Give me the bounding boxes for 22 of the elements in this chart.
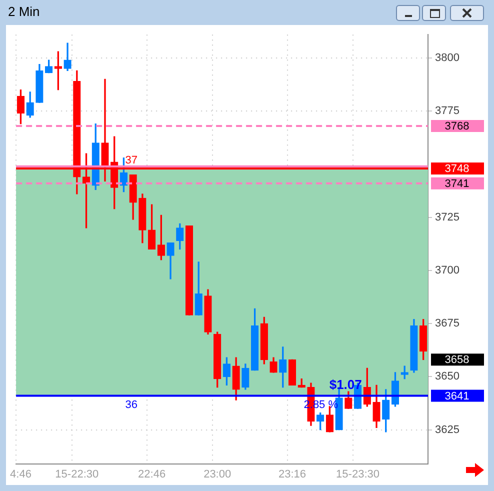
- x-tick-label: 4:46: [10, 468, 32, 480]
- annotation: 37: [125, 154, 138, 166]
- y-tick-label: 3700: [435, 264, 460, 276]
- annotation: 36: [125, 398, 138, 411]
- y-tick-label: 3625: [435, 424, 460, 436]
- text: 3658: [444, 354, 470, 366]
- y-tick-label: 3775: [435, 105, 460, 118]
- ref-line-label: 3768: [444, 120, 470, 132]
- y-tick-label: 3800: [435, 52, 460, 64]
- ref-line-label: 3748: [444, 162, 470, 175]
- y-tick-label: 3675: [435, 318, 460, 330]
- ref-line-label: 3741: [444, 178, 470, 190]
- annotation: $1.07: [329, 376, 362, 392]
- y-tick-label: 3725: [435, 211, 460, 224]
- x-tick-label: 23:00: [204, 468, 232, 480]
- y-tick-label: 3650: [435, 370, 460, 383]
- ref-line-label: 3641: [444, 390, 470, 402]
- chart-title: 2 Min: [8, 4, 40, 19]
- x-tick-label: 23:16: [278, 468, 306, 480]
- x-tick-label: 15-22:30: [55, 468, 99, 480]
- x-tick-label: 22:46: [138, 468, 166, 480]
- x-tick-label: 15-23:30: [336, 468, 380, 480]
